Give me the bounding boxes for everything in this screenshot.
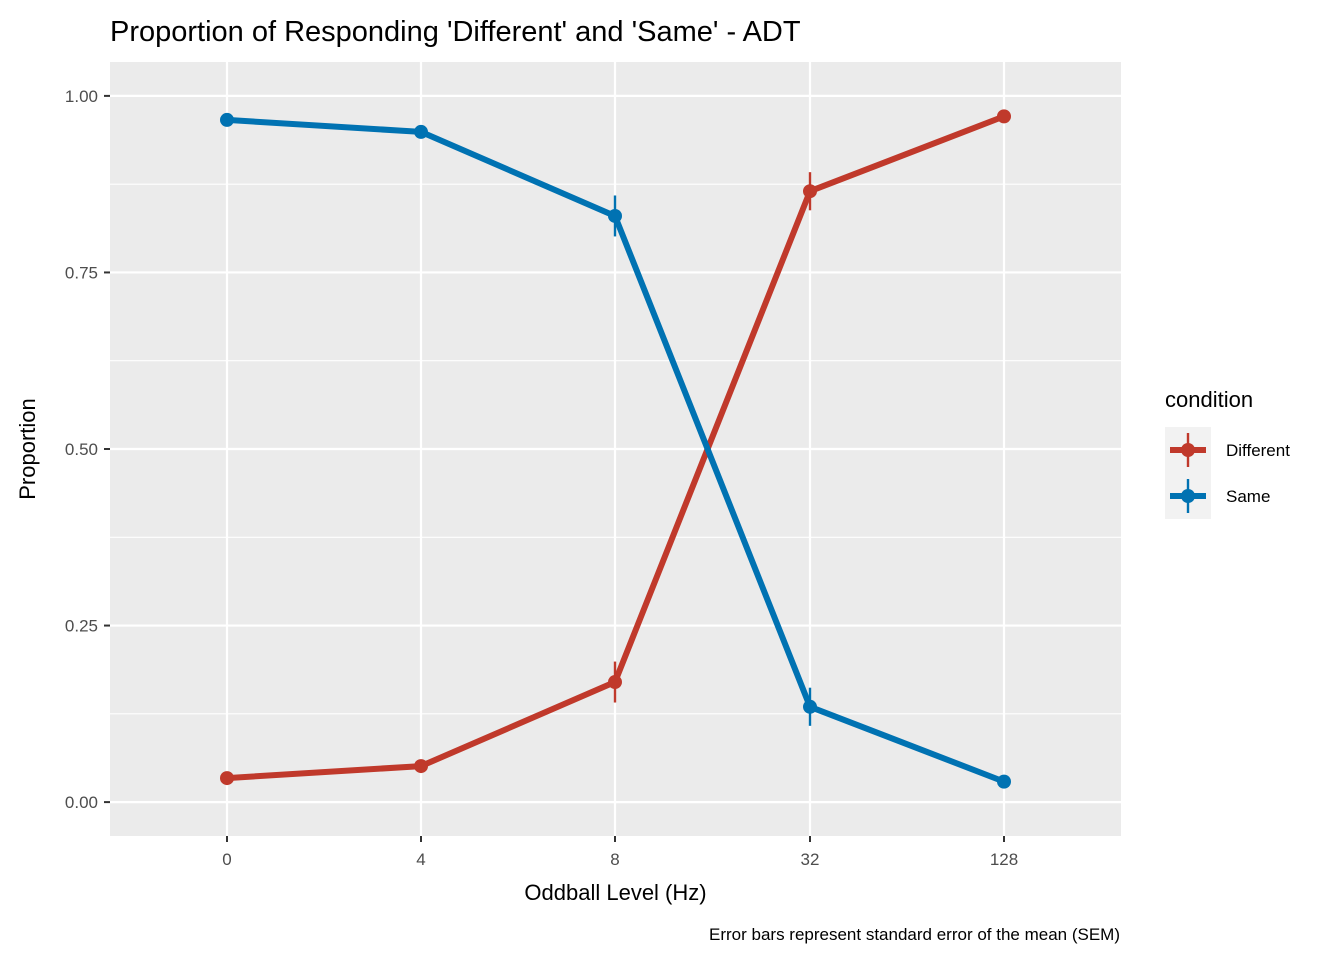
legend: condition Different Same <box>1165 387 1290 519</box>
data-point-same <box>803 699 817 714</box>
y-tick-label: 0.75 <box>65 263 98 282</box>
x-tick-label: 0 <box>222 850 231 869</box>
data-point-different <box>414 759 428 774</box>
data-point-different <box>220 771 234 786</box>
x-axis: 0 4 8 32 128 <box>222 836 1018 869</box>
y-tick-label: 0.00 <box>65 793 98 812</box>
x-tick-label: 8 <box>610 850 619 869</box>
y-axis: 0.00 0.25 0.50 0.75 1.00 <box>65 87 110 812</box>
y-axis-title: Proportion <box>15 398 40 500</box>
legend-title: condition <box>1165 387 1253 412</box>
x-axis-title: Oddball Level (Hz) <box>524 880 706 905</box>
grid-major <box>110 62 1121 836</box>
legend-key-point-different <box>1181 443 1195 457</box>
data-point-same <box>997 774 1011 789</box>
x-tick-label: 32 <box>801 850 820 869</box>
data-point-different <box>803 184 817 199</box>
chart-title: Proportion of Responding 'Different' and… <box>110 16 801 48</box>
legend-label-different: Different <box>1226 441 1290 460</box>
data-point-same <box>414 124 428 139</box>
x-tick-label: 4 <box>416 850 425 869</box>
data-point-different <box>608 675 622 690</box>
caption: Error bars represent standard error of t… <box>709 925 1120 944</box>
y-tick-label: 0.25 <box>65 617 98 636</box>
legend-label-same: Same <box>1226 487 1270 506</box>
data-point-same <box>220 112 234 127</box>
y-tick-label: 0.50 <box>65 440 98 459</box>
data-point-different <box>997 109 1011 124</box>
legend-key-point-same <box>1181 489 1195 503</box>
data-point-same <box>608 208 622 223</box>
series-points <box>220 109 1011 789</box>
y-tick-label: 1.00 <box>65 87 98 106</box>
x-tick-label: 128 <box>990 850 1018 869</box>
